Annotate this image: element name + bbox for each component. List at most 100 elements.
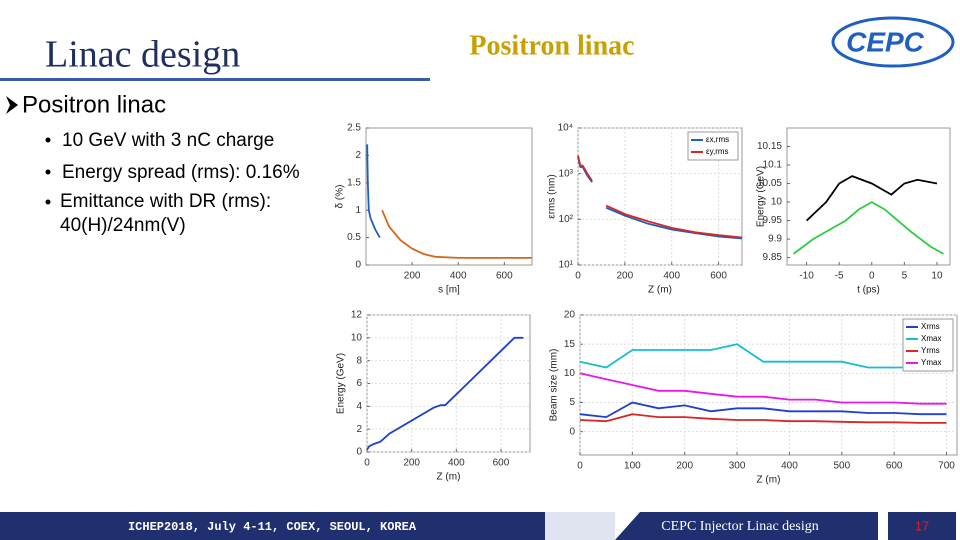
header-bg xyxy=(0,0,960,86)
y-tick-label: 9.9 xyxy=(768,234,782,245)
legend-label: εy,rms xyxy=(706,147,729,156)
series-line xyxy=(579,413,947,424)
x-axis-label: Z (m) xyxy=(648,285,672,296)
y-tick-label: 1 xyxy=(355,205,361,216)
legend-label: εx,rms xyxy=(706,135,729,144)
slide-title: Linac design xyxy=(45,34,240,76)
x-axis-label: s [m] xyxy=(438,285,460,296)
series-line xyxy=(805,175,938,222)
series-line xyxy=(579,372,947,405)
legend-box xyxy=(687,131,739,161)
y-tick-label: 4 xyxy=(356,401,362,412)
x-tick-label: 400 xyxy=(781,461,798,472)
y-tick-label: 5 xyxy=(569,397,575,408)
y-tick-label: 2 xyxy=(355,150,361,161)
y-tick-label: 2.5 xyxy=(347,123,361,134)
bullet-dot xyxy=(45,137,51,143)
bullet: 10 GeV with 3 nC charge xyxy=(62,130,274,151)
y-tick-label: 10² xyxy=(559,214,574,225)
x-axis-label: t (ps) xyxy=(857,285,880,296)
bullet: Emittance with DR (rms): 40(H)/24nm(V) xyxy=(60,191,272,236)
plot-area xyxy=(365,127,533,266)
plot-area xyxy=(579,314,958,456)
plot: 10¹ 10² 10³ 10⁴ 0 200 400 600 Z (m) εrms (nm) εx,r… xyxy=(547,123,743,296)
x-tick-label: 400 xyxy=(663,271,680,282)
x-tick-label: -5 xyxy=(835,271,844,282)
slide-subtitle: Positron linac xyxy=(469,30,634,61)
bullet-dot xyxy=(45,169,51,175)
series-line xyxy=(381,209,532,259)
y-tick-label: 8 xyxy=(356,355,362,366)
x-tick-label: -10 xyxy=(799,271,814,282)
y-axis-label: Beam size (mm) xyxy=(549,349,560,422)
footer-left xyxy=(0,512,545,540)
bullet-wrap: Emittance with DR (rms): 40(H)/24nm(V) xyxy=(60,191,272,236)
y-tick-label: 10 xyxy=(771,197,783,208)
logo-ring xyxy=(831,16,955,68)
header-rule xyxy=(0,78,430,81)
legend-label: Ymax xyxy=(921,358,941,367)
y-tick-label: 15 xyxy=(564,339,576,350)
section-heading: Positron linac xyxy=(22,91,166,118)
y-tick-label: 10.05 xyxy=(757,178,782,189)
footer-mid xyxy=(545,512,615,540)
x-tick-label: 500 xyxy=(833,461,850,472)
series-line xyxy=(366,144,381,239)
y-tick-label: 12 xyxy=(351,310,363,321)
y-tick-label: 0.5 xyxy=(347,232,361,243)
y-tick-label: 0 xyxy=(356,447,362,458)
y-tick-label: 6 xyxy=(356,378,362,389)
x-tick-label: 0 xyxy=(364,458,370,469)
x-axis-label: Z (m) xyxy=(437,472,461,483)
series-line xyxy=(579,401,947,419)
x-tick-label: 0 xyxy=(575,271,581,282)
footer-right xyxy=(615,512,878,540)
series-line xyxy=(579,343,947,369)
x-tick-label: 600 xyxy=(496,271,513,282)
y-tick-label: 9.95 xyxy=(763,215,783,226)
y-tick-label: 20 xyxy=(564,310,576,321)
y-tick-label: 10³ xyxy=(559,168,574,179)
y-tick-label: 2 xyxy=(356,424,362,435)
y-tick-label: 1.5 xyxy=(347,177,361,188)
x-tick-label: 300 xyxy=(729,461,746,472)
bullet-dot xyxy=(45,199,51,205)
footer-talk: CEPC Injector Linac design xyxy=(661,519,818,534)
x-tick-label: 200 xyxy=(676,461,693,472)
x-tick-label: 400 xyxy=(450,271,467,282)
y-axis-label: Energy (GeV) xyxy=(336,353,347,414)
legend-label: Xmax xyxy=(921,334,941,343)
series-line xyxy=(792,201,944,255)
y-axis-label: Energy (GeV) xyxy=(756,166,767,227)
footer-event: ICHEP2018, July 4-11, COEX, SEOUL, KOREA xyxy=(128,520,417,534)
y-tick-label: 10⁴ xyxy=(558,123,573,134)
legend-label: Xrms xyxy=(921,322,940,331)
series-line xyxy=(577,155,743,239)
x-tick-label: 200 xyxy=(403,458,420,469)
x-tick-label: 600 xyxy=(710,271,727,282)
y-axis-label: δ (%) xyxy=(335,185,346,209)
logo: CEPC xyxy=(846,26,925,57)
y-tick-label: 9.85 xyxy=(763,252,783,263)
y-tick-label: 0 xyxy=(355,260,361,271)
x-tick-label: 200 xyxy=(617,271,634,282)
page-number: 17 xyxy=(915,518,929,533)
plot: 0 0.5 1 1.5 2 2.5 200 400 600 s [m] δ (%) xyxy=(335,123,533,296)
y-tick-label: 10.15 xyxy=(757,141,782,152)
x-tick-label: 0 xyxy=(577,461,583,472)
x-tick-label: 100 xyxy=(624,461,641,472)
x-tick-label: 600 xyxy=(886,461,903,472)
arrow-bullet xyxy=(6,96,18,114)
plot: 0 2 4 6 8 10 12 0 200 400 600 Z (m) Energy (GeV) xyxy=(336,310,531,483)
x-tick-label: 700 xyxy=(938,461,955,472)
x-tick-label: 5 xyxy=(902,271,908,282)
y-tick-label: 10¹ xyxy=(559,260,574,271)
y-tick-label: 10 xyxy=(351,332,363,343)
x-tick-label: 0 xyxy=(869,271,875,282)
x-tick-label: 600 xyxy=(493,458,510,469)
series-line xyxy=(366,336,524,451)
x-tick-label: 10 xyxy=(931,271,943,282)
